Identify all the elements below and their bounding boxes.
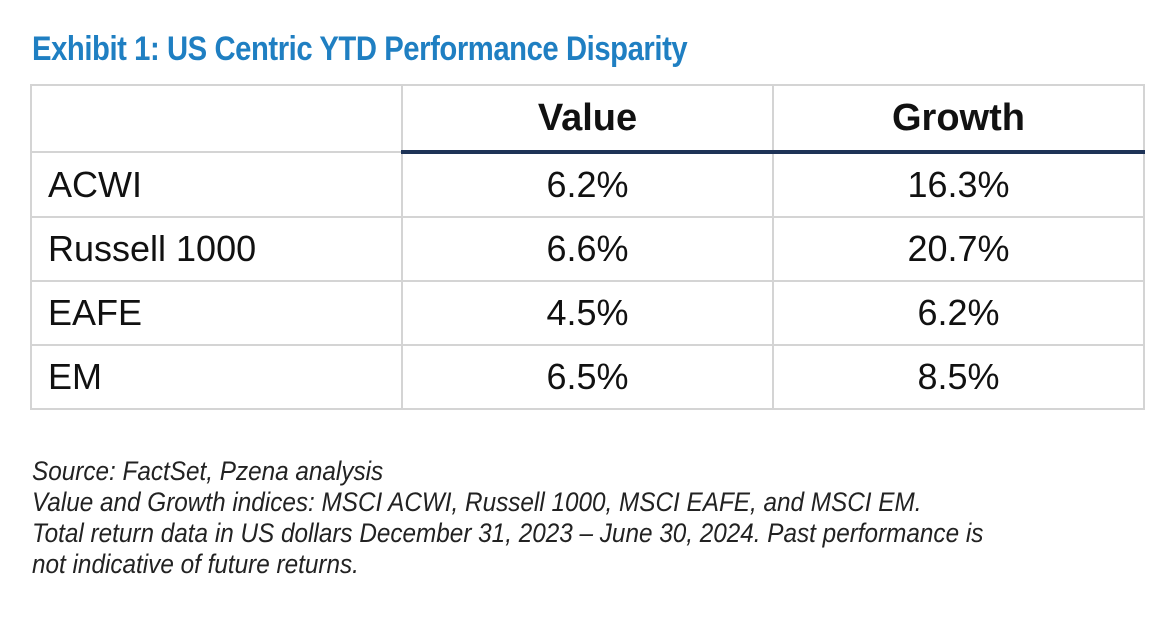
source-notes: Source: FactSet, Pzena analysis Value an… — [32, 456, 1152, 580]
disclaimer-note: not indicative of future returns. — [32, 549, 359, 579]
source-line: Source: FactSet, Pzena analysis — [32, 456, 384, 486]
header-value: Value — [401, 84, 774, 154]
cell-em-value: 6.5% — [401, 344, 774, 410]
indices-note: Value and Growth indices: MSCI ACWI, Rus… — [32, 487, 922, 517]
cell-eafe-growth: 6.2% — [772, 280, 1145, 346]
cell-acwi-growth: 16.3% — [772, 151, 1145, 218]
cell-acwi-value: 6.2% — [401, 151, 774, 218]
cell-em-growth: 8.5% — [772, 344, 1145, 410]
exhibit-title: Exhibit 1: US Centric YTD Performance Di… — [32, 30, 688, 68]
cell-russell-1000-value: 6.6% — [401, 216, 774, 282]
table-row: ACWI 6.2% 16.3% — [30, 151, 1145, 218]
table-row: Russell 1000 6.6% 20.7% — [30, 216, 1145, 282]
table-row: EM 6.5% 8.5% — [30, 344, 1145, 410]
header-growth: Growth — [772, 84, 1145, 154]
row-label-russell-1000: Russell 1000 — [30, 216, 403, 282]
cell-russell-1000-growth: 20.7% — [772, 216, 1145, 282]
table-header-row: Value Growth — [30, 84, 1145, 154]
row-label-acwi: ACWI — [30, 151, 403, 218]
row-label-eafe: EAFE — [30, 280, 403, 346]
performance-table: Value Growth ACWI 6.2% 16.3% Russell 100… — [30, 84, 1145, 410]
header-corner-cell — [30, 84, 403, 153]
cell-eafe-value: 4.5% — [401, 280, 774, 346]
row-label-em: EM — [30, 344, 403, 410]
performance-table-container: Value Growth ACWI 6.2% 16.3% Russell 100… — [30, 84, 1145, 414]
return-data-note: Total return data in US dollars December… — [32, 518, 984, 548]
table-row: EAFE 4.5% 6.2% — [30, 280, 1145, 346]
